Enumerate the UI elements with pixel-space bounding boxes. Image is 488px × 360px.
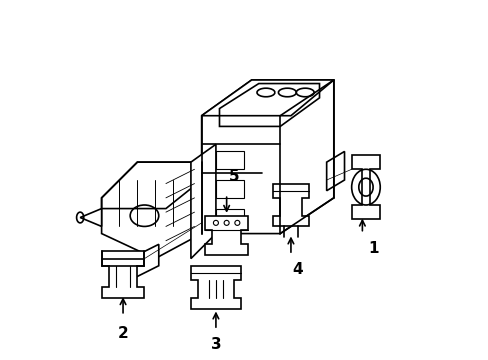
Text: 3: 3 [210,337,221,352]
Text: 1: 1 [367,241,378,256]
Polygon shape [102,162,201,258]
Polygon shape [130,244,159,280]
Polygon shape [190,144,216,258]
Polygon shape [201,80,333,234]
Polygon shape [272,184,308,226]
Polygon shape [201,80,333,116]
Polygon shape [205,216,247,255]
Text: 4: 4 [292,262,303,277]
Polygon shape [80,208,102,226]
Text: 2: 2 [118,327,128,342]
Polygon shape [102,251,144,298]
Text: 5: 5 [228,168,239,184]
Polygon shape [190,266,241,309]
Polygon shape [351,155,380,219]
